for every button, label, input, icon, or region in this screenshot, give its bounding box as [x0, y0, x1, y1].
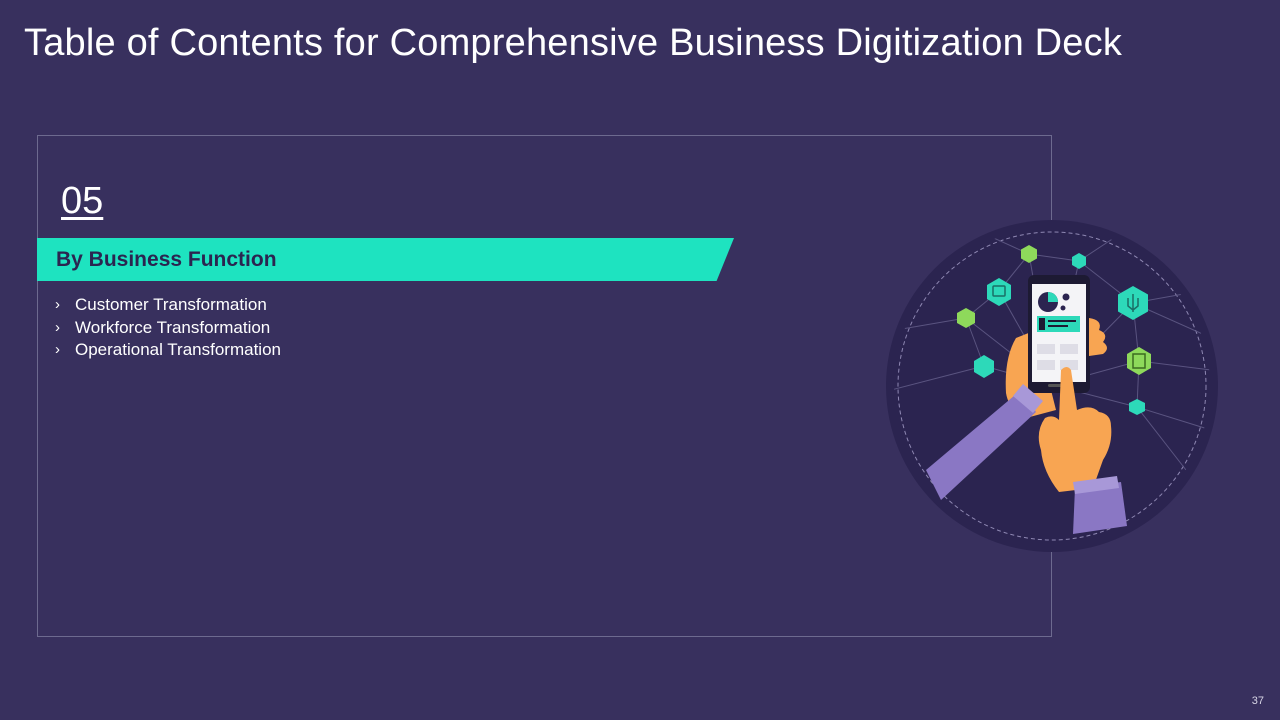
- gear-circuit-icon: [1021, 245, 1037, 263]
- list-item-label: Customer Transformation: [75, 295, 267, 314]
- list-item: › Workforce Transformation: [55, 317, 281, 340]
- section-banner: By Business Function: [37, 238, 734, 281]
- right-hand-holding-phone: [926, 275, 1107, 500]
- list-item: › Operational Transformation: [55, 339, 281, 362]
- digital-hand-phone-illustration: [886, 220, 1218, 552]
- hexagon-icons: [957, 245, 1151, 415]
- pointing-hand: [1038, 367, 1127, 534]
- chevron-right-icon: ›: [55, 296, 60, 313]
- section-items-list: › Customer Transformation › Workforce Tr…: [55, 294, 281, 362]
- network-icon: [974, 355, 994, 378]
- robot-icon: [1072, 253, 1086, 269]
- right-sleeve: [1073, 482, 1127, 534]
- bus-icon: [1129, 399, 1145, 415]
- calendar-icon: [987, 278, 1011, 306]
- page-number: 37: [1251, 695, 1264, 707]
- chevron-right-icon: ›: [55, 341, 60, 358]
- chevron-right-icon: ›: [55, 318, 60, 336]
- left-sleeve: [926, 390, 1036, 500]
- list-item-label: Workforce Transformation: [75, 317, 271, 337]
- list-item-label: Operational Transformation: [75, 340, 281, 359]
- section-title: By Business Function: [56, 248, 277, 271]
- section-number: 05: [61, 180, 104, 222]
- slide-title: Table of Contents for Comprehensive Busi…: [24, 22, 1123, 64]
- people-icon: [957, 308, 975, 328]
- dashed-ring: [897, 231, 1207, 541]
- list-item: › Customer Transformation: [55, 294, 281, 317]
